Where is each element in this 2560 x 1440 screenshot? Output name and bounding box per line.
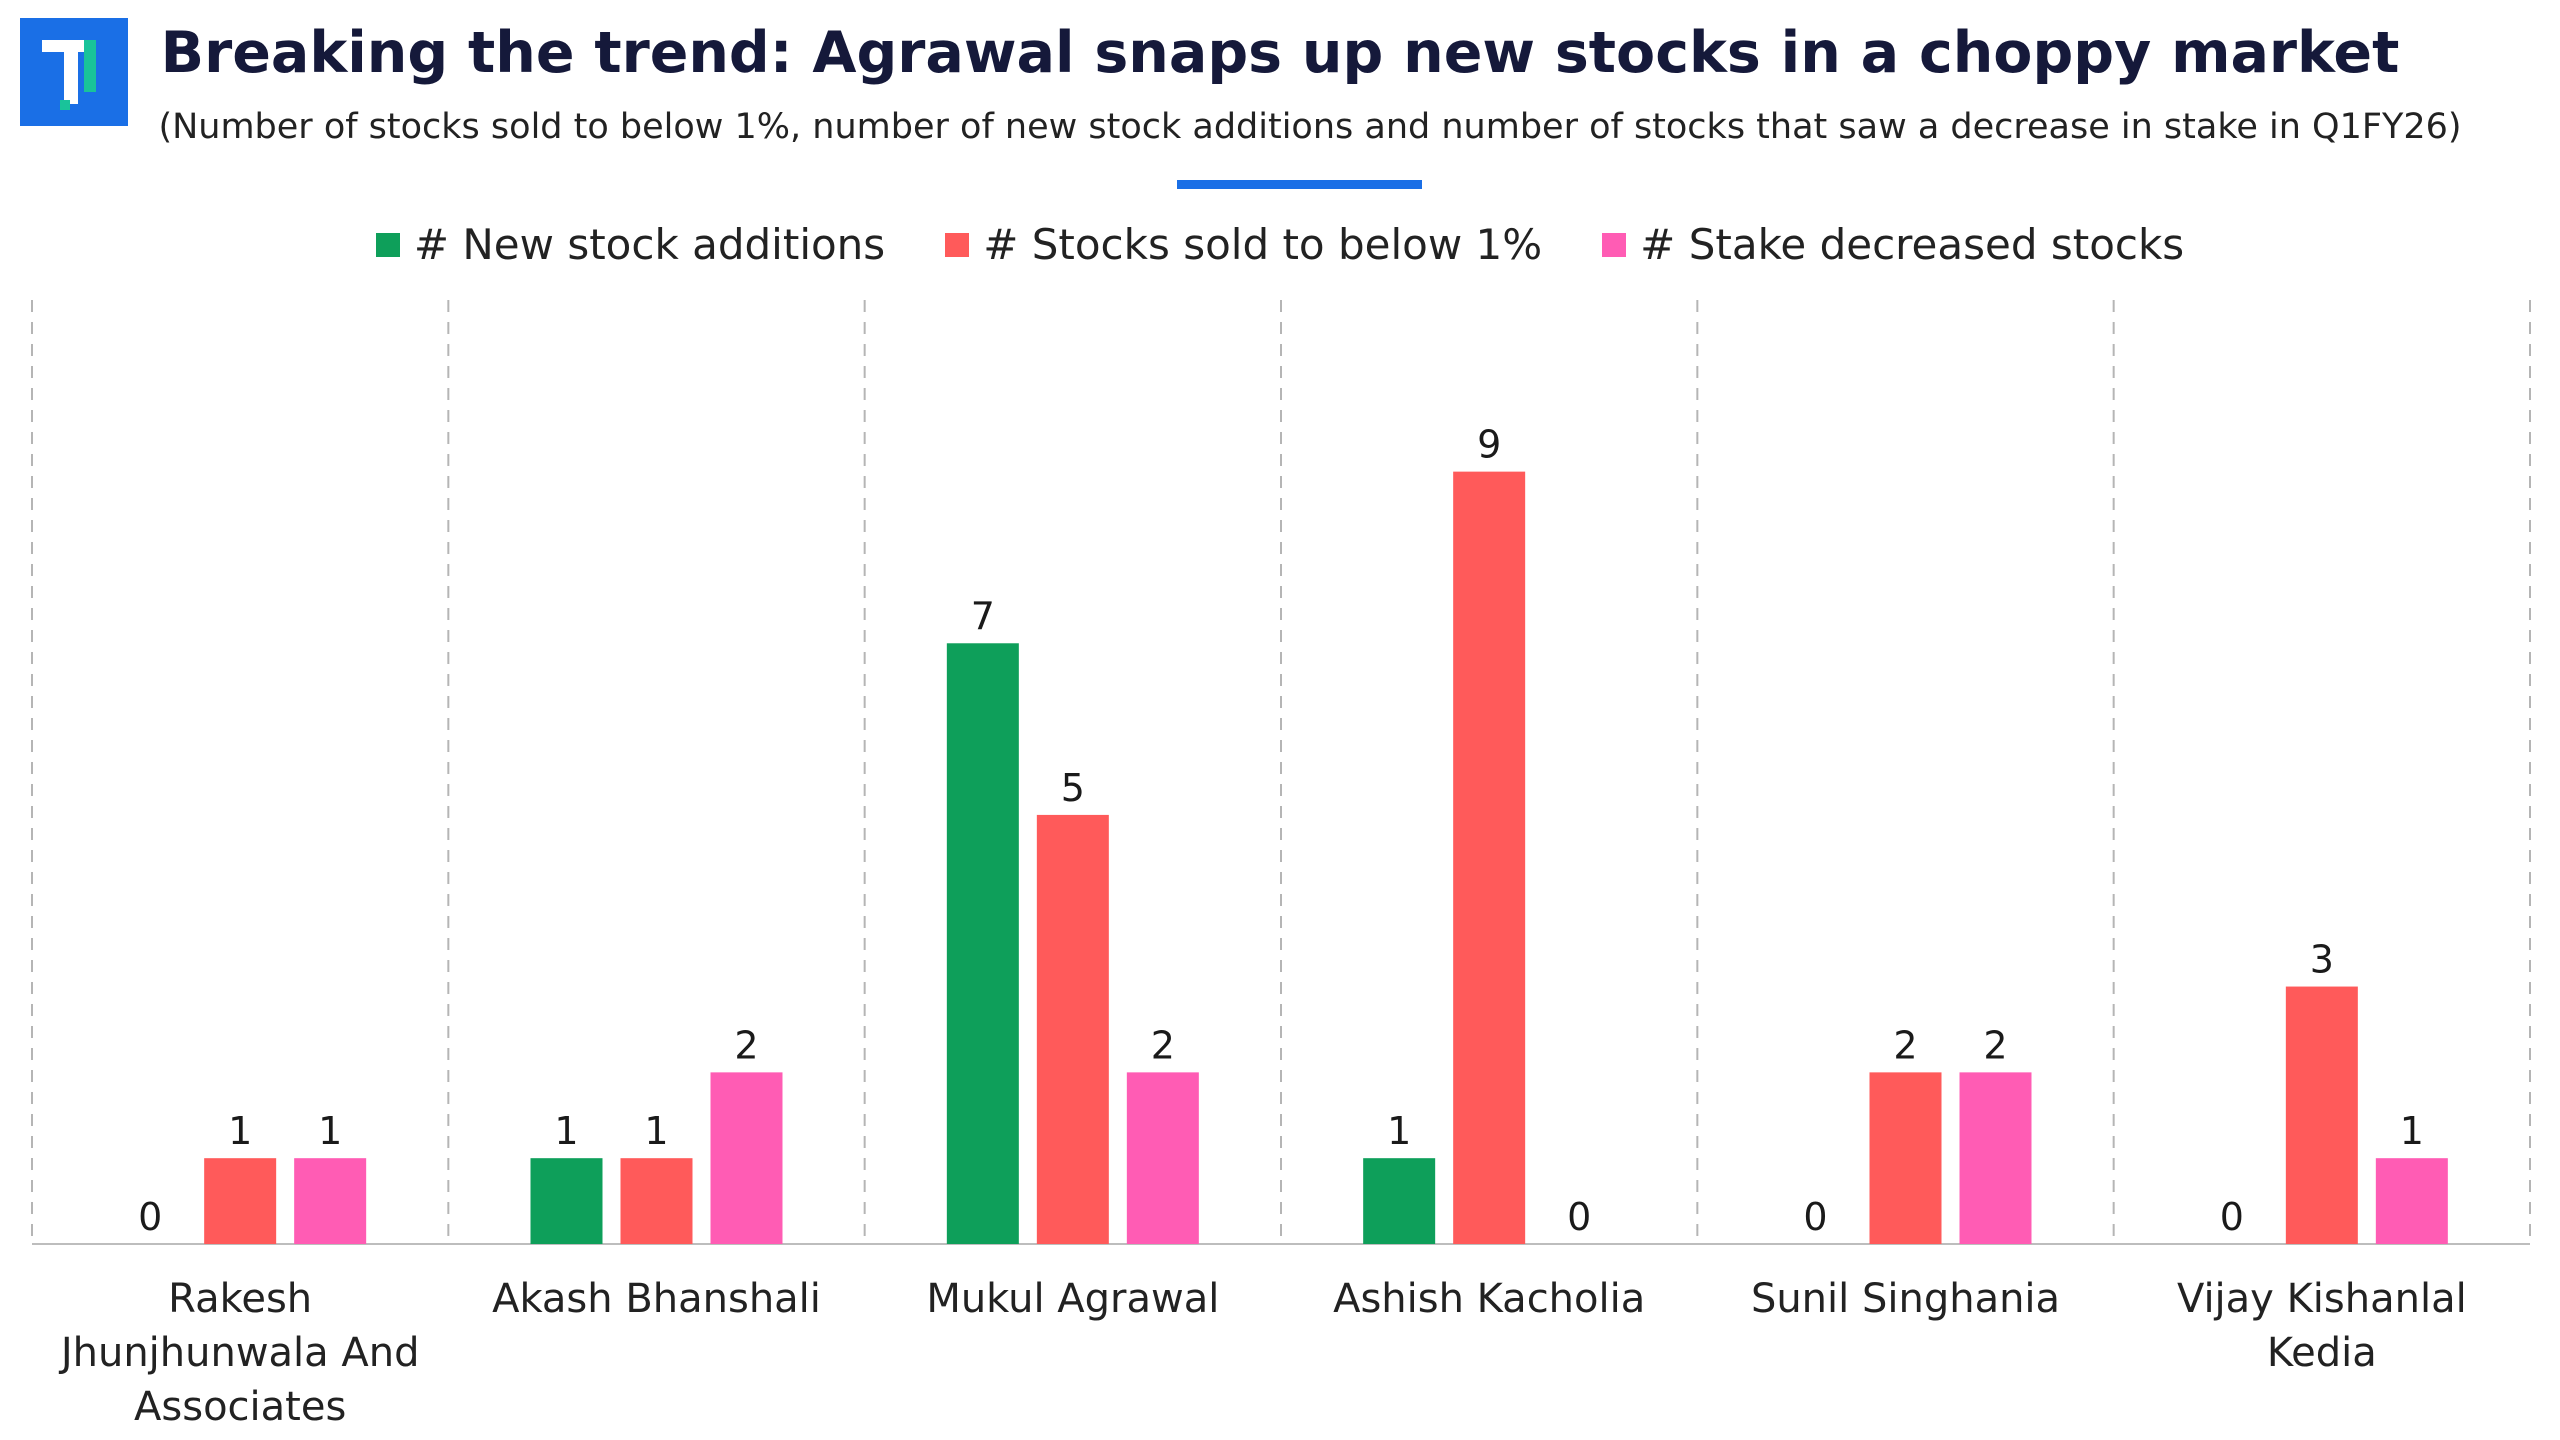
category-label: Mukul Agrawal [926,1276,1219,1322]
bar [1453,471,1526,1244]
brand-logo-icon [20,18,128,126]
chart-legend: # New stock additions # Stocks sold to b… [0,220,2560,269]
data-label: 0 [1803,1195,1827,1239]
category-label: Jhunjhunwala And [58,1330,420,1376]
data-label: 1 [554,1109,578,1153]
data-label: 7 [971,594,995,638]
legend-label-stake-decreased: # Stake decreased stocks [1640,220,2185,269]
category-label: Vijay Kishanlal [2177,1276,2467,1322]
data-label: 1 [318,1109,342,1153]
legend-swatch-new-additions [375,232,400,257]
data-label: 1 [2400,1109,2424,1153]
category-label: Ashish Kacholia [1333,1276,1645,1322]
legend-item-sold-below-1: # Stocks sold to below 1% [945,220,1542,269]
data-label: 2 [1983,1023,2007,1067]
bar [1869,1072,1942,1244]
brand-logo-glyph [42,40,96,110]
data-label: 0 [2220,1195,2244,1239]
bar [204,1158,277,1244]
data-label: 5 [1061,766,1085,810]
legend-label-new-additions: # New stock additions [413,220,886,269]
legend-item-new-additions: # New stock additions [375,220,886,269]
data-label: 0 [1567,1195,1591,1239]
category-label: Akash Bhanshali [492,1276,821,1322]
chart-title: Breaking the trend: Agrawal snaps up new… [160,20,2400,86]
title-accent-bar [1177,180,1422,189]
data-label: 9 [1477,423,1501,467]
category-label: Sunil Singhania [1751,1276,2060,1322]
legend-label-sold-below-1: # Stocks sold to below 1% [983,220,1543,269]
category-label: Kedia [2267,1330,2377,1376]
data-label: 2 [734,1023,758,1067]
legend-swatch-sold-below-1 [945,232,970,257]
bar [530,1158,603,1244]
bar [620,1158,693,1244]
legend-swatch-stake-decreased [1602,232,1627,257]
data-label: 0 [138,1195,162,1239]
bar [946,643,1019,1244]
data-label: 1 [644,1109,668,1153]
bar [710,1072,783,1244]
category-label: Rakesh [168,1276,312,1322]
bar [1363,1158,1436,1244]
data-label: 1 [228,1109,252,1153]
chart-subtitle: (Number of stocks sold to below 1%, numb… [158,107,2462,147]
bar [1126,1072,1199,1244]
bar [1959,1072,2032,1244]
data-label: 3 [2310,938,2334,982]
bar [1036,814,1109,1244]
data-label: 2 [1151,1023,1175,1067]
bar [294,1158,367,1244]
legend-item-stake-decreased: # Stake decreased stocks [1602,220,2184,269]
category-label: Associates [134,1384,346,1430]
data-label: 2 [1893,1023,1917,1067]
data-label: 1 [1387,1109,1411,1153]
bar [2375,1158,2448,1244]
bar [2285,986,2358,1244]
